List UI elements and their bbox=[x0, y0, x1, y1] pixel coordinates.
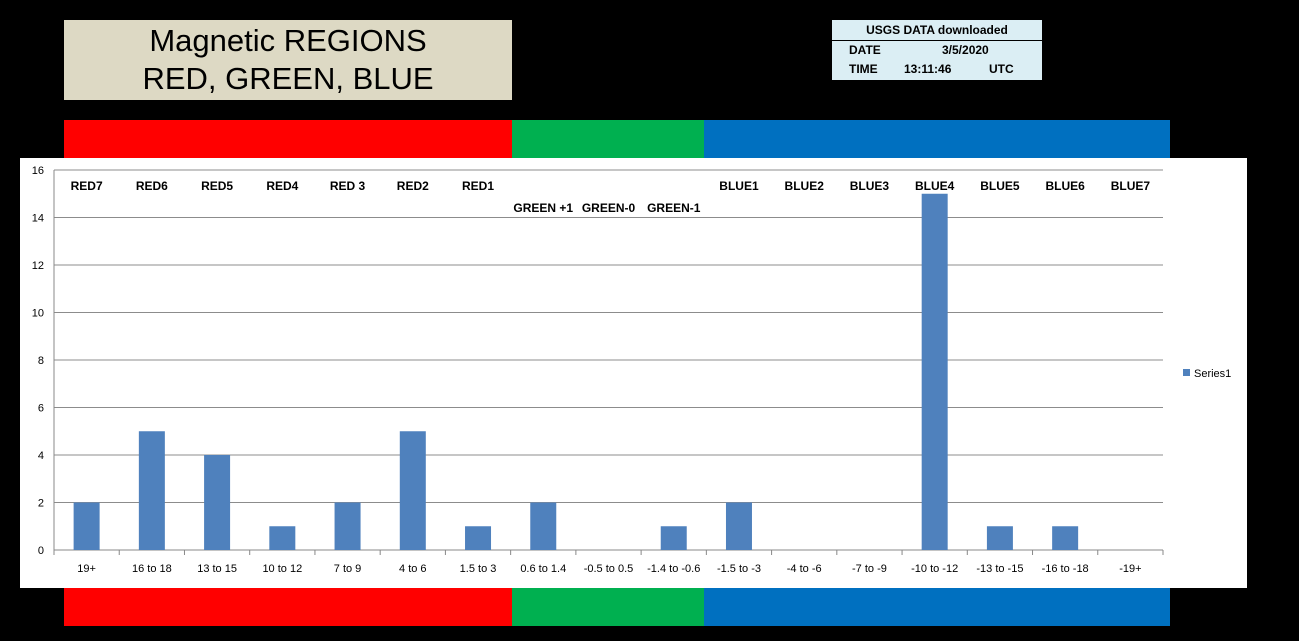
bar bbox=[269, 526, 296, 550]
bar bbox=[138, 431, 165, 550]
info-header: USGS DATA downloaded bbox=[832, 20, 1042, 41]
bar-chart: 0 2 4 6 8 10 12 14 16 19+ 16 to 18 13 to 15 10 to 12… bbox=[32, 165, 1232, 575]
chart-area: 0 2 4 6 8 10 12 14 16 19+ 16 to 18 13 to 15 10 to 12… bbox=[20, 158, 1247, 588]
x-tick-label: 10 to 12 bbox=[262, 563, 302, 575]
y-tick-label: 2 bbox=[38, 498, 44, 510]
title-box: Magnetic REGIONS RED, GREEN, BLUE bbox=[64, 20, 512, 100]
x-tick-label: -1.5 to -3 bbox=[717, 563, 761, 575]
y-tick-label: 14 bbox=[32, 213, 44, 225]
x-tick-label: -16 to -18 bbox=[1042, 563, 1089, 575]
x-tick-label: -19+ bbox=[1119, 563, 1141, 575]
y-tick-label: 6 bbox=[38, 403, 44, 415]
y-tick-label: 12 bbox=[32, 260, 44, 272]
x-tick-label: 16 to 18 bbox=[132, 563, 172, 575]
y-tick-label: 16 bbox=[32, 165, 44, 177]
region-label: RED7 bbox=[71, 179, 103, 193]
region-label: GREEN-0 bbox=[582, 201, 636, 215]
date-label: DATE bbox=[849, 43, 881, 57]
legend-label: Series1 bbox=[1194, 368, 1231, 380]
region-label: RED6 bbox=[136, 179, 168, 193]
y-tick-label: 8 bbox=[38, 355, 44, 367]
top-red-band bbox=[64, 120, 512, 158]
x-tick-label: -7 to -9 bbox=[852, 563, 887, 575]
x-tick-label: 0.6 to 1.4 bbox=[520, 563, 566, 575]
y-tick-label: 0 bbox=[38, 545, 44, 557]
x-tick-label: -10 to -12 bbox=[911, 563, 958, 575]
region-label: GREEN +1 bbox=[513, 201, 573, 215]
bar bbox=[660, 526, 687, 550]
usgs-info-box: USGS DATA downloaded DATE 3/5/2020 TIME … bbox=[832, 20, 1042, 80]
x-tick-label: -4 to -6 bbox=[787, 563, 822, 575]
region-label: RED2 bbox=[397, 179, 429, 193]
bar bbox=[399, 431, 426, 550]
x-tick-label: 4 to 6 bbox=[399, 563, 427, 575]
region-label: RED5 bbox=[201, 179, 233, 193]
region-label: RED1 bbox=[462, 179, 494, 193]
bar bbox=[1052, 526, 1079, 550]
bar bbox=[73, 502, 100, 550]
region-label: BLUE6 bbox=[1045, 179, 1085, 193]
bottom-blue-band bbox=[704, 588, 1170, 626]
bottom-red-band bbox=[64, 588, 512, 626]
time-label: TIME bbox=[849, 62, 878, 76]
x-tick-label: 13 to 15 bbox=[197, 563, 237, 575]
x-tick-label: -0.5 to 0.5 bbox=[584, 563, 634, 575]
x-tick-label: 1.5 to 3 bbox=[460, 563, 497, 575]
title-line-1: Magnetic REGIONS bbox=[149, 23, 427, 58]
region-label: RED 3 bbox=[330, 179, 366, 193]
date-row: DATE 3/5/2020 bbox=[832, 41, 1042, 60]
region-label: BLUE2 bbox=[785, 179, 825, 193]
bar bbox=[334, 502, 361, 550]
top-blue-band bbox=[704, 120, 1170, 158]
region-label: BLUE5 bbox=[980, 179, 1020, 193]
region-label: BLUE7 bbox=[1111, 179, 1151, 193]
y-tick-label: 4 bbox=[38, 450, 44, 462]
bar bbox=[986, 526, 1013, 550]
x-tick-label: -13 to -15 bbox=[976, 563, 1023, 575]
legend-swatch bbox=[1183, 369, 1190, 376]
x-tick-label: 19+ bbox=[77, 563, 96, 575]
region-label: BLUE1 bbox=[719, 179, 759, 193]
date-value: 3/5/2020 bbox=[942, 43, 989, 57]
x-tick-label: -1.4 to -0.6 bbox=[647, 563, 700, 575]
region-label: RED4 bbox=[266, 179, 298, 193]
x-tick-label: 7 to 9 bbox=[334, 563, 362, 575]
region-label: BLUE3 bbox=[850, 179, 890, 193]
bar bbox=[530, 502, 557, 550]
bar bbox=[204, 455, 231, 550]
bar bbox=[465, 526, 492, 550]
time-row: TIME 13:11:46 UTC bbox=[832, 60, 1042, 79]
time-zone: UTC bbox=[989, 62, 1014, 76]
title-line-2: RED, GREEN, BLUE bbox=[142, 61, 434, 96]
bar bbox=[725, 502, 752, 550]
region-label: BLUE4 bbox=[915, 179, 955, 193]
bar bbox=[921, 193, 948, 550]
region-label: GREEN-1 bbox=[647, 201, 701, 215]
bottom-green-band bbox=[512, 588, 704, 626]
time-value: 13:11:46 bbox=[904, 62, 952, 76]
y-tick-label: 10 bbox=[32, 308, 44, 320]
top-green-band bbox=[512, 120, 704, 158]
